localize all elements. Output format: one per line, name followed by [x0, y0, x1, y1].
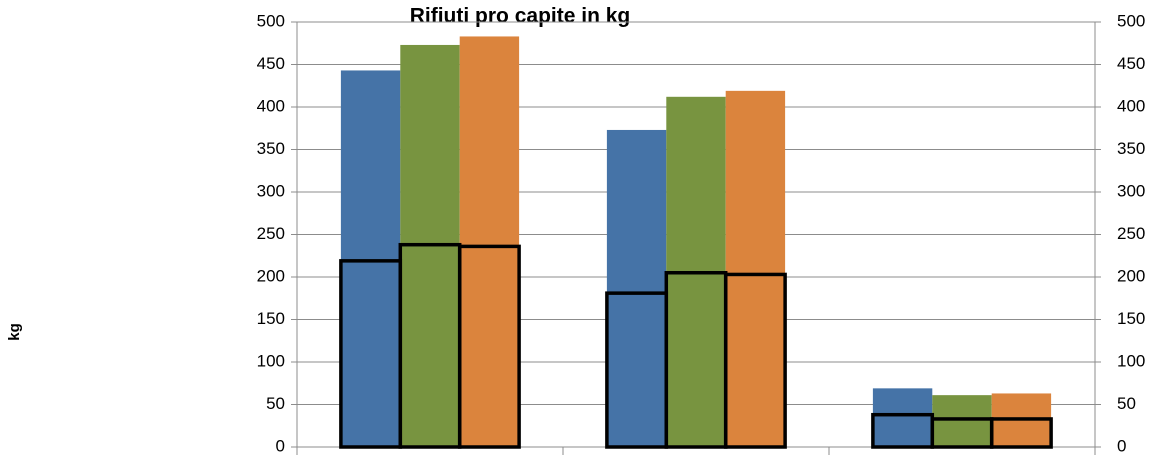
y2-tick-label: 300: [1117, 181, 1145, 200]
bar: [872, 388, 933, 447]
y2-tick-label: 100: [1117, 351, 1145, 370]
y-tick-label: 350: [257, 139, 285, 158]
y-tick-label: 250: [257, 224, 285, 243]
y-tick-label: 0: [276, 436, 285, 455]
y2-tick-label: 200: [1117, 266, 1145, 285]
bar: [606, 129, 667, 447]
y2-tick-label: 50: [1117, 394, 1136, 413]
y-tick-label: 300: [257, 181, 285, 200]
outline-bar: [723, 272, 787, 449]
y2-tick-label: 150: [1117, 309, 1145, 328]
outline-bar: [457, 244, 521, 449]
y-tick-label: 100: [257, 351, 285, 370]
y-tick-label: 500: [257, 11, 285, 30]
y-tick-label: 200: [257, 266, 285, 285]
y-tick-label: 150: [257, 309, 285, 328]
bar: [459, 36, 520, 447]
y2-tick-label: 350: [1117, 139, 1145, 158]
y-axis-title: kg: [6, 323, 23, 341]
y-tick-label: 50: [266, 394, 285, 413]
bar: [340, 70, 401, 447]
y2-tick-label: 250: [1117, 224, 1145, 243]
bar: [932, 395, 992, 447]
y-tick-label: 450: [257, 54, 285, 73]
chart-title: Rifiuti pro capite in kg: [410, 5, 631, 28]
bar: [725, 90, 786, 447]
y2-tick-label: 500: [1117, 11, 1145, 30]
y2-tick-label: 450: [1117, 54, 1145, 73]
y2-tick-label: 400: [1117, 96, 1145, 115]
y-tick-label: 400: [257, 96, 285, 115]
y2-tick-label: 0: [1117, 436, 1126, 455]
outline-bar: [989, 417, 1053, 449]
